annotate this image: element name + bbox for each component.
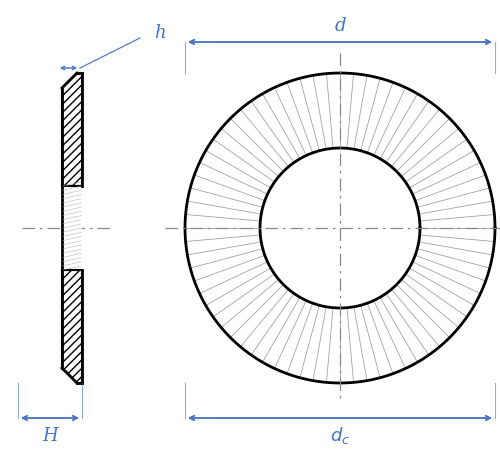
- Circle shape: [185, 73, 495, 383]
- Polygon shape: [62, 73, 82, 186]
- Text: d: d: [334, 17, 346, 35]
- Bar: [62, 186, 82, 270]
- Text: h: h: [154, 24, 166, 42]
- Circle shape: [260, 148, 420, 308]
- Text: H: H: [42, 427, 58, 445]
- Polygon shape: [62, 270, 82, 383]
- Text: $d_c$: $d_c$: [330, 425, 350, 446]
